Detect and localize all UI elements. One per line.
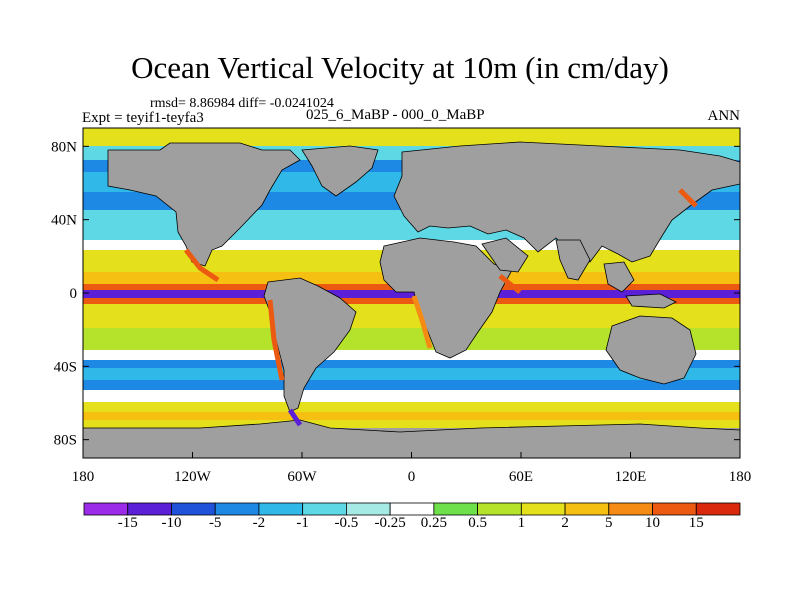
lat-tick-label: 80S <box>54 433 77 449</box>
colorbar-swatch <box>433 502 479 516</box>
colorbar-swatch <box>389 502 435 516</box>
colorbar-swatch <box>652 502 697 516</box>
colorbar-label: -0.5 <box>334 515 359 531</box>
lat-tick-label: 0 <box>70 286 78 302</box>
lon-tick-label: 0 <box>408 469 416 485</box>
colorbar-label: 0.5 <box>468 515 487 531</box>
season-label: ANN <box>707 108 741 124</box>
colorbar-swatch <box>258 502 304 516</box>
lat-tick-label: 40S <box>54 359 77 375</box>
colorbar-swatch <box>171 502 216 516</box>
colorbar-label: 2 <box>561 515 569 531</box>
runs-label: 025_6_MaBP - 000_0_MaBP <box>306 107 485 123</box>
land-masses <box>83 141 740 458</box>
colorbar-label: 1 <box>517 515 526 531</box>
colorbar-label: -5 <box>208 515 222 531</box>
colorbar-swatch <box>520 502 566 516</box>
lon-tick-label: 120W <box>174 469 212 485</box>
colorbar <box>83 502 741 516</box>
colorbar-swatch <box>127 502 172 516</box>
longitude-ticks: 180 120W 60W 0 60E 120E 180 <box>72 452 752 485</box>
coastal-upwelling <box>184 188 698 427</box>
lon-tick-label: 180 <box>72 469 95 485</box>
colorbar-swatch <box>695 502 741 516</box>
map-title: Ocean Vertical Velocity at 10m (in cm/da… <box>131 50 669 85</box>
colorbar-swatch <box>564 502 610 516</box>
lon-tick-label: 60W <box>287 469 317 485</box>
colorbar-swatch <box>302 502 347 516</box>
lon-tick-label: 120E <box>615 469 647 485</box>
latitude-ticks: 80N 40N 0 40S 80S <box>51 139 740 449</box>
colorbar-label: -0.25 <box>374 515 406 531</box>
lon-tick-label: 180 <box>729 469 752 485</box>
stats-label: rmsd= 8.86984 diff= -0.0241024 <box>150 96 334 111</box>
colorbar-label: 15 <box>688 515 704 531</box>
colorbar-label: -15 <box>117 515 138 531</box>
colorbar-swatch <box>83 502 129 516</box>
colorbar-label: 10 <box>645 515 661 531</box>
colorbar-label: 5 <box>605 515 613 531</box>
lon-tick-label: 60E <box>509 469 533 485</box>
velocity-field <box>83 128 740 458</box>
lat-tick-label: 80N <box>51 139 77 155</box>
colorbar-label: 0.25 <box>420 515 447 531</box>
experiment-label: Expt = teyif1-teyfa3 <box>82 110 204 126</box>
colorbar-label: -1 <box>296 515 309 531</box>
colorbar-swatch <box>214 502 260 516</box>
colorbar-swatch <box>477 502 522 516</box>
colorbar-swatch <box>608 502 653 516</box>
colorbar-swatch <box>345 502 391 516</box>
colorbar-label: -2 <box>252 515 266 531</box>
colorbar-label: -10 <box>161 515 182 531</box>
lat-tick-label: 40N <box>51 213 77 229</box>
